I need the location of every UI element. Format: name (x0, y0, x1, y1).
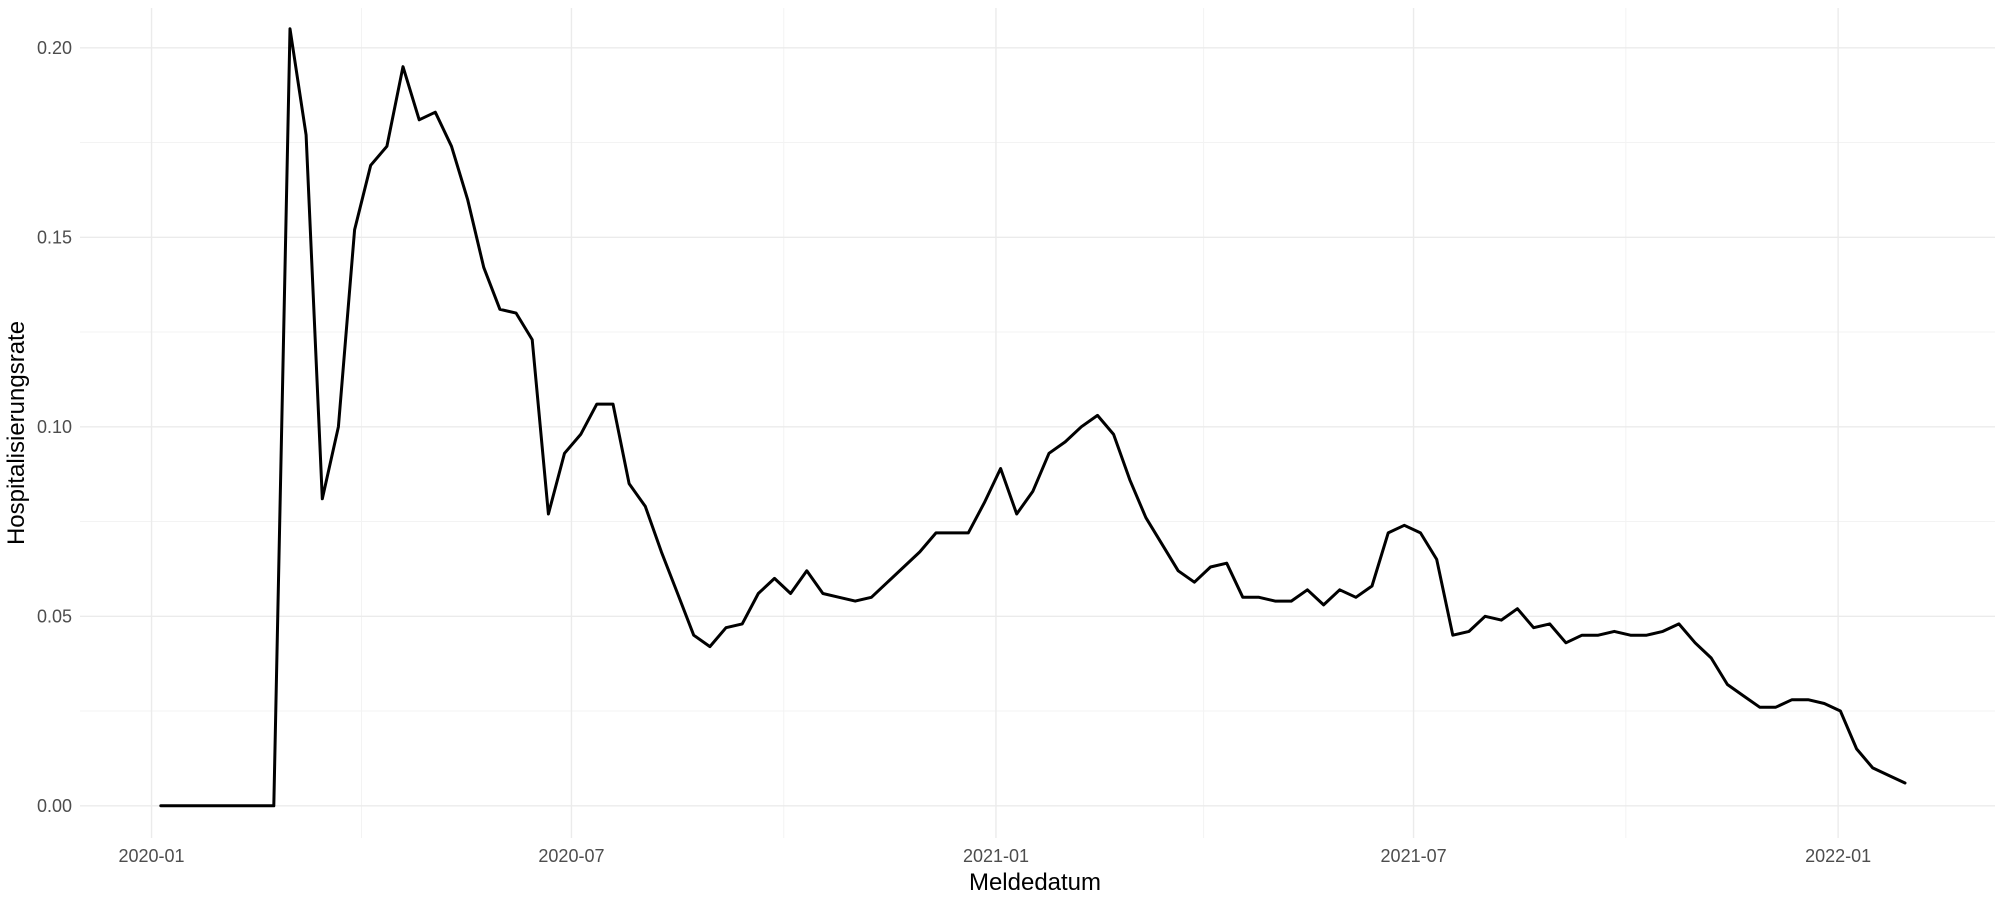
y-tick-label: 0.00 (37, 796, 72, 816)
series-layer (159, 27, 1907, 808)
y-tick-label: 0.20 (37, 38, 72, 58)
x-tick-label: 2022-01 (1805, 846, 1871, 866)
x-tick-label: 2020-01 (118, 846, 184, 866)
x-tick-label: 2021-07 (1381, 846, 1447, 866)
series-line (159, 27, 1907, 808)
y-tick-label: 0.10 (37, 417, 72, 437)
y-axis-tick-labels: 0.00 0.05 0.10 0.15 0.20 (37, 38, 72, 816)
y-tick-label: 0.15 (37, 227, 72, 247)
y-axis-title: Hospitalisierungsrate (3, 321, 30, 545)
x-axis-title: Meldedatum (969, 869, 1101, 896)
y-tick-label: 0.05 (37, 606, 72, 626)
x-axis-tick-labels: 2020-01 2020-07 2021-01 2021-07 2022-01 (118, 846, 1871, 866)
grid (80, 8, 1995, 838)
x-tick-label: 2021-01 (963, 846, 1029, 866)
x-tick-label: 2020-07 (538, 846, 604, 866)
